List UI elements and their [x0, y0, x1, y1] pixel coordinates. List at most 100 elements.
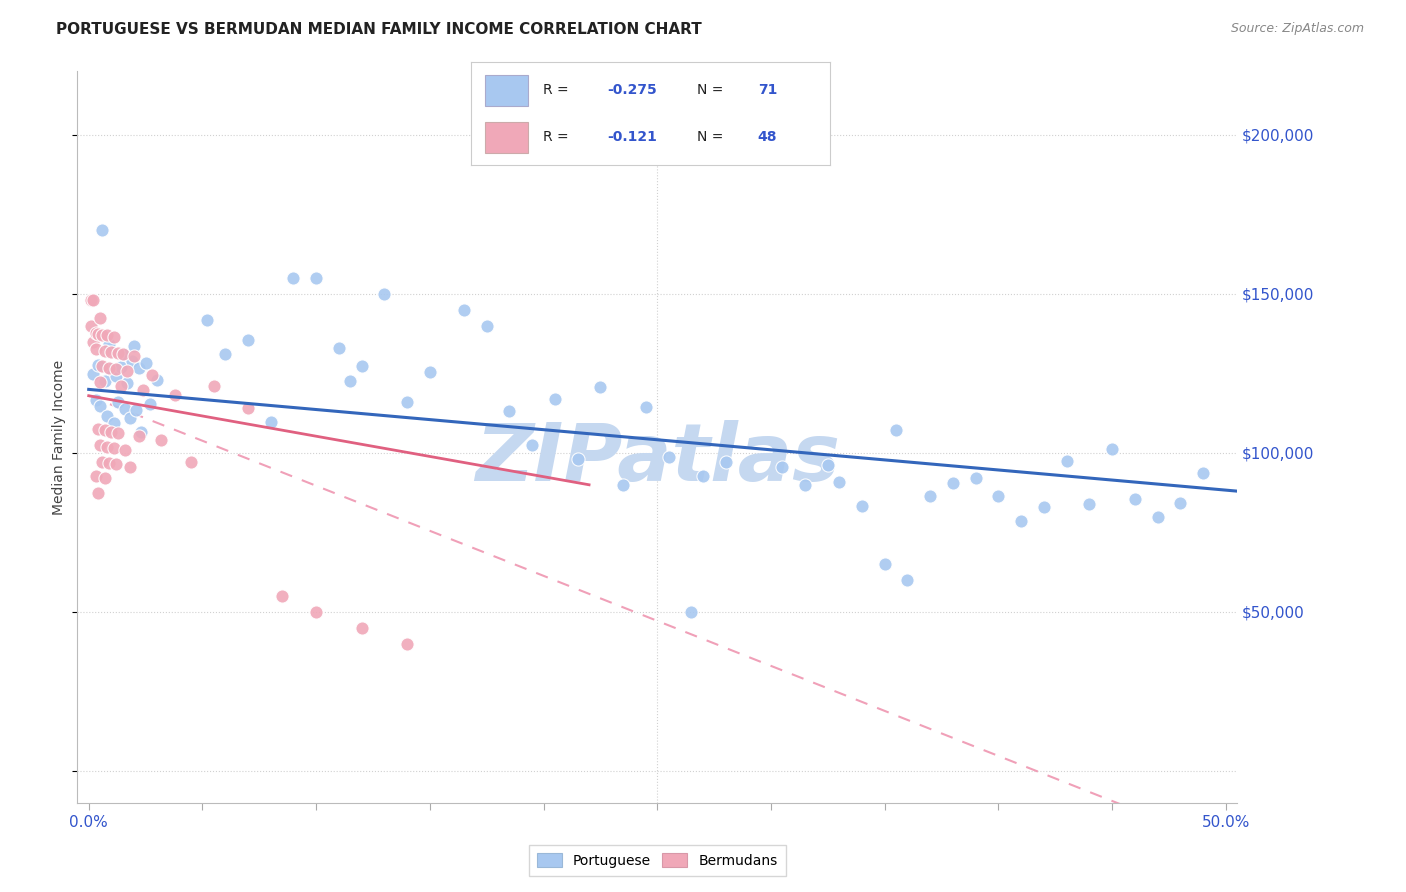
Point: [122, 339, 145, 353]
Point: [283, 271, 305, 285]
Point: [139, 397, 162, 411]
Point: [770, 460, 793, 475]
Point: [260, 415, 283, 429]
Point: [150, 434, 173, 448]
Point: [91, 359, 114, 374]
Point: [100, 345, 122, 359]
Point: [100, 362, 122, 376]
Text: N =: N =: [697, 130, 728, 145]
Point: [121, 354, 143, 368]
Point: [884, 423, 907, 437]
Point: [942, 475, 965, 490]
Point: [339, 374, 361, 388]
Point: [103, 441, 125, 455]
Point: [965, 471, 987, 485]
Text: ZIPatlas: ZIPatlas: [475, 420, 839, 498]
Point: [567, 451, 589, 466]
Point: [103, 329, 125, 343]
Point: [93, 374, 115, 388]
Point: [84, 392, 107, 407]
Point: [89, 438, 111, 452]
Point: [873, 558, 896, 572]
Point: [714, 455, 737, 469]
Point: [1078, 497, 1101, 511]
Point: [84, 343, 107, 357]
Text: 71: 71: [758, 83, 778, 97]
Point: [118, 459, 141, 474]
Point: [105, 361, 127, 376]
Point: [111, 347, 134, 361]
Point: [851, 500, 873, 514]
Point: [93, 343, 115, 358]
Point: [180, 455, 202, 469]
Point: [692, 469, 714, 483]
Point: [82, 367, 104, 381]
Point: [89, 375, 111, 389]
Point: [118, 411, 141, 425]
Point: [658, 450, 681, 465]
Text: Source: ZipAtlas.com: Source: ZipAtlas.com: [1230, 22, 1364, 36]
Point: [87, 326, 110, 341]
Point: [107, 394, 129, 409]
Point: [271, 589, 294, 603]
Point: [1101, 442, 1123, 457]
Point: [111, 347, 134, 361]
Point: [98, 360, 121, 375]
Point: [117, 364, 139, 378]
Text: PORTUGUESE VS BERMUDAN MEDIAN FAMILY INCOME CORRELATION CHART: PORTUGUESE VS BERMUDAN MEDIAN FAMILY INC…: [56, 22, 702, 37]
Point: [110, 378, 132, 392]
Point: [135, 356, 157, 370]
Point: [498, 404, 520, 418]
Point: [91, 455, 114, 469]
Point: [96, 409, 118, 424]
Point: [132, 383, 155, 397]
Point: [98, 336, 121, 351]
Point: [128, 429, 150, 443]
Point: [89, 399, 111, 413]
Point: [96, 440, 118, 454]
Point: [589, 380, 612, 394]
Point: [87, 422, 110, 436]
Point: [84, 469, 107, 483]
Point: [98, 456, 121, 470]
Point: [987, 489, 1010, 503]
Point: [419, 365, 441, 379]
Point: [93, 423, 115, 437]
Text: -0.121: -0.121: [607, 130, 657, 145]
Text: N =: N =: [697, 83, 728, 97]
Point: [236, 333, 259, 347]
Point: [165, 388, 187, 402]
Point: [114, 401, 136, 416]
Point: [1146, 509, 1168, 524]
Y-axis label: Median Family Income: Median Family Income: [52, 359, 66, 515]
Point: [82, 293, 104, 308]
Point: [396, 395, 419, 409]
Point: [1010, 514, 1032, 528]
Point: [125, 402, 148, 417]
Point: [350, 621, 373, 635]
Legend: Portuguese, Bermudans: Portuguese, Bermudans: [529, 845, 786, 876]
Point: [146, 373, 169, 387]
Point: [122, 349, 145, 363]
Point: [93, 471, 115, 485]
Point: [396, 637, 419, 651]
Point: [350, 359, 373, 373]
Point: [91, 223, 114, 237]
Point: [80, 318, 103, 333]
Point: [522, 438, 544, 452]
Point: [1192, 467, 1215, 481]
Text: -0.275: -0.275: [607, 83, 657, 97]
Point: [89, 311, 111, 326]
Point: [84, 326, 107, 341]
Point: [817, 458, 839, 472]
Point: [105, 457, 127, 471]
Point: [96, 328, 118, 343]
Point: [305, 605, 328, 619]
Point: [453, 302, 475, 317]
Text: R =: R =: [543, 83, 572, 97]
Point: [105, 368, 127, 383]
Point: [107, 425, 129, 440]
Point: [110, 359, 132, 374]
FancyBboxPatch shape: [485, 122, 529, 153]
Point: [195, 313, 218, 327]
